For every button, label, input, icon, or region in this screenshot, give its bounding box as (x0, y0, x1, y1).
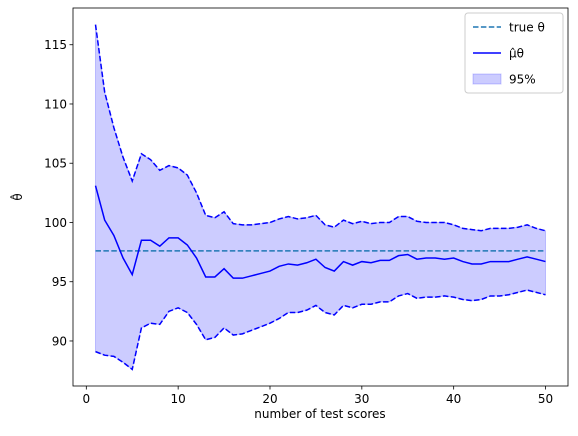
x-axis-label: number of test scores (254, 407, 385, 421)
y-axis-label: θ̂ (9, 193, 25, 200)
x-tick-label: 10 (171, 392, 186, 406)
x-tick-label: 20 (262, 392, 277, 406)
plot-frame (72, 7, 569, 387)
y-tick-label: 95 (52, 275, 67, 289)
lower-bound (95, 289, 546, 371)
x-tick-label: 30 (354, 392, 369, 406)
y-tick-label: 110 (44, 97, 67, 111)
legend-label: true θ (509, 21, 545, 35)
legend-symbol (472, 73, 502, 85)
y-tick-label: 115 (44, 38, 67, 52)
y-tick-label: 90 (52, 334, 67, 348)
legend-box (464, 12, 564, 94)
x-tick-label: 40 (446, 392, 461, 406)
legend-label: μ̂θ (509, 47, 524, 61)
mean-line (94, 185, 546, 279)
x-tick-label: 50 (538, 392, 553, 406)
x-tick-label: 0 (82, 392, 90, 406)
legend-label: 95% (509, 73, 536, 87)
y-tick-label: 100 (44, 216, 67, 230)
y-tick-label: 105 (44, 157, 67, 171)
upper-bound (94, 24, 546, 232)
